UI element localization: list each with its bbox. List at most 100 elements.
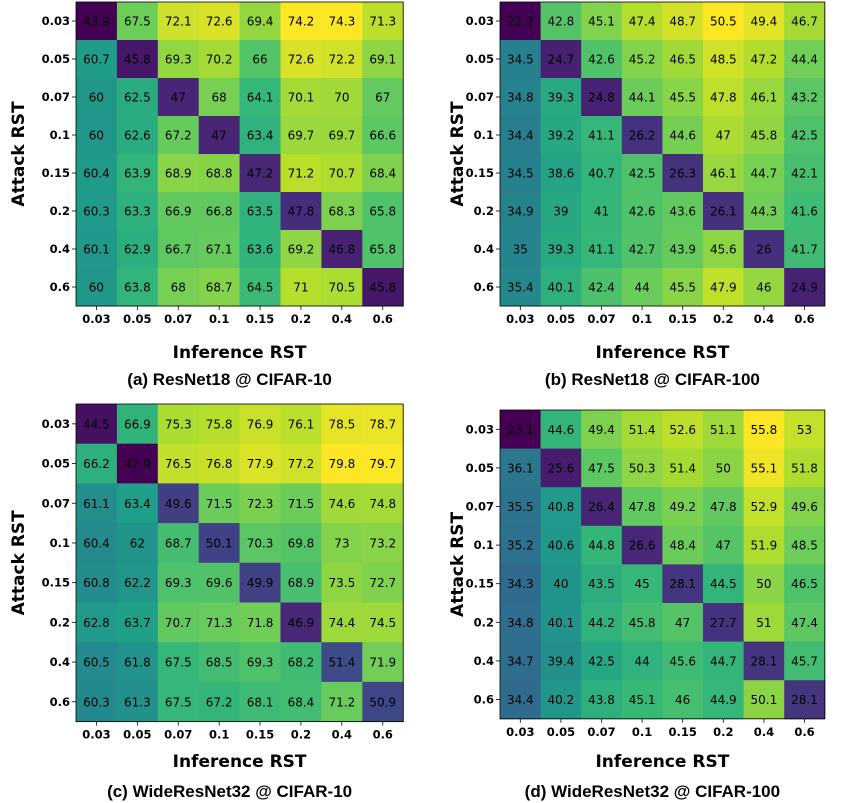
cell-value-label: 50 bbox=[756, 577, 771, 591]
cell-value-label: 47 bbox=[171, 91, 186, 105]
x-tick-label: 0.1 bbox=[209, 312, 229, 326]
heatmap-cell bbox=[703, 564, 745, 604]
heatmap-cell bbox=[76, 2, 118, 41]
y-tick-label: 0.6 bbox=[50, 695, 70, 709]
cell-value-label: 50.1 bbox=[751, 693, 778, 707]
cell-value-label: 70.1 bbox=[288, 91, 315, 105]
x-tick-label: 0.05 bbox=[547, 725, 575, 739]
cell-value-label: 77.9 bbox=[247, 457, 274, 471]
y-axis-title: Attack RST bbox=[9, 101, 29, 207]
x-tick-label: 0.6 bbox=[794, 312, 814, 326]
cell-value-label: 44.8 bbox=[588, 539, 615, 553]
heatmap-cell bbox=[321, 116, 363, 155]
heatmap-cell bbox=[362, 40, 404, 79]
y-axis-title: Attack RST bbox=[448, 511, 468, 617]
cell-value-label: 55.1 bbox=[751, 461, 778, 475]
cell-value-label: 39.3 bbox=[548, 243, 575, 257]
heatmap-cell bbox=[581, 680, 623, 720]
x-tick-label: 0.03 bbox=[82, 728, 110, 742]
heatmap-cell bbox=[198, 116, 241, 155]
heatmap-cell bbox=[280, 230, 322, 269]
heatmap-cell bbox=[581, 40, 623, 79]
cell-value-label: 24.9 bbox=[791, 281, 818, 295]
heatmap-cell bbox=[157, 602, 200, 643]
x-tick-label: 0.6 bbox=[794, 725, 814, 739]
cell-value-label: 69.6 bbox=[206, 576, 233, 590]
cell-value-label: 45.5 bbox=[669, 281, 696, 295]
heatmap-cell bbox=[784, 680, 826, 720]
cell-value-label: 60.7 bbox=[83, 53, 110, 67]
heatmap-cell bbox=[621, 448, 663, 488]
cell-value-label: 60 bbox=[89, 129, 104, 143]
heatmap-cell bbox=[198, 642, 241, 683]
heatmap-cell bbox=[662, 154, 704, 193]
cell-value-label: 68.4 bbox=[369, 167, 396, 181]
y-tick-label: 0.07 bbox=[42, 496, 70, 510]
cell-value-label: 34.4 bbox=[507, 129, 534, 143]
heatmap-cell bbox=[662, 487, 704, 527]
heatmap-cell bbox=[540, 410, 582, 450]
heatmap-cell bbox=[198, 681, 241, 723]
heatmap-cell bbox=[157, 154, 200, 193]
cell-value-label: 55.8 bbox=[751, 423, 778, 437]
cell-value-label: 45.8 bbox=[124, 53, 151, 67]
cell-value-label: 74.2 bbox=[288, 15, 315, 29]
cell-value-label: 39 bbox=[553, 205, 568, 219]
cell-value-label: 28.1 bbox=[791, 693, 818, 707]
cell-value-label: 61.1 bbox=[83, 497, 110, 511]
cell-value-label: 65.8 bbox=[369, 243, 396, 257]
y-tick-label: 0.4 bbox=[474, 242, 494, 256]
cell-value-label: 71.5 bbox=[288, 497, 315, 511]
cell-value-label: 43.5 bbox=[588, 577, 615, 591]
heatmap-cell bbox=[321, 192, 363, 231]
cell-value-label: 69.3 bbox=[247, 656, 274, 670]
y-tick-label: 0.05 bbox=[42, 52, 70, 66]
heatmap-cell bbox=[540, 40, 582, 79]
cell-value-label: 50.1 bbox=[206, 536, 233, 550]
cell-value-label: 47.8 bbox=[288, 205, 315, 219]
heatmap-cell bbox=[280, 268, 322, 307]
cell-value-label: 64.1 bbox=[247, 91, 274, 105]
cell-value-label: 28.1 bbox=[669, 577, 696, 591]
cell-value-label: 44.7 bbox=[710, 654, 737, 668]
cell-value-label: 43.2 bbox=[791, 91, 818, 105]
heatmap-cell bbox=[500, 192, 542, 231]
heatmap-cell bbox=[239, 404, 281, 445]
cell-value-label: 40.1 bbox=[548, 616, 575, 630]
heatmap-cell bbox=[662, 116, 704, 155]
heatmap-cell bbox=[743, 603, 785, 643]
heatmap-cell bbox=[662, 603, 704, 643]
cell-value-label: 60.3 bbox=[83, 205, 110, 219]
heatmap-cell bbox=[321, 562, 363, 603]
heatmap-cell bbox=[116, 116, 159, 155]
heatmap-cell bbox=[280, 154, 322, 193]
cell-value-label: 35.5 bbox=[507, 500, 534, 514]
heatmap-cell bbox=[116, 40, 159, 79]
cell-value-label: 63.5 bbox=[247, 205, 274, 219]
heatmap-cell bbox=[703, 410, 745, 450]
cell-value-label: 78.5 bbox=[328, 417, 355, 431]
heatmap-cell bbox=[321, 523, 363, 564]
heatmap-cell bbox=[280, 443, 322, 484]
heatmap-cell bbox=[198, 404, 241, 445]
heatmap-cell bbox=[280, 483, 322, 524]
y-tick-label: 0.1 bbox=[474, 128, 494, 142]
heatmap-cell bbox=[239, 2, 281, 41]
heatmap-cell bbox=[621, 680, 663, 720]
heatmap-cell bbox=[540, 564, 582, 604]
cell-value-label: 51 bbox=[756, 616, 771, 630]
cell-value-label: 44.6 bbox=[548, 423, 575, 437]
heatmap-cell bbox=[157, 230, 200, 269]
cell-value-label: 40.1 bbox=[548, 281, 575, 295]
cell-value-label: 51.4 bbox=[629, 423, 656, 437]
heatmap-cell bbox=[662, 268, 704, 307]
y-tick-label: 0.03 bbox=[42, 417, 70, 431]
cell-value-label: 50 bbox=[716, 461, 731, 475]
heatmap-cell bbox=[540, 268, 582, 307]
heatmap-cell bbox=[500, 116, 542, 155]
heatmap-panel-c: 44.5 66.9 75.3 75.8 76.9 76.1 78.5 78.7 66.2 42.9… bbox=[9, 403, 404, 801]
heatmap-panel-b: 22.2 42.8 45.1 47.4 48.7 50.5 49.4 46.7 34.5 24.7… bbox=[448, 1, 826, 389]
heatmap-cell bbox=[239, 116, 281, 155]
cell-value-label: 67 bbox=[375, 91, 390, 105]
heatmap-cell bbox=[743, 2, 785, 41]
